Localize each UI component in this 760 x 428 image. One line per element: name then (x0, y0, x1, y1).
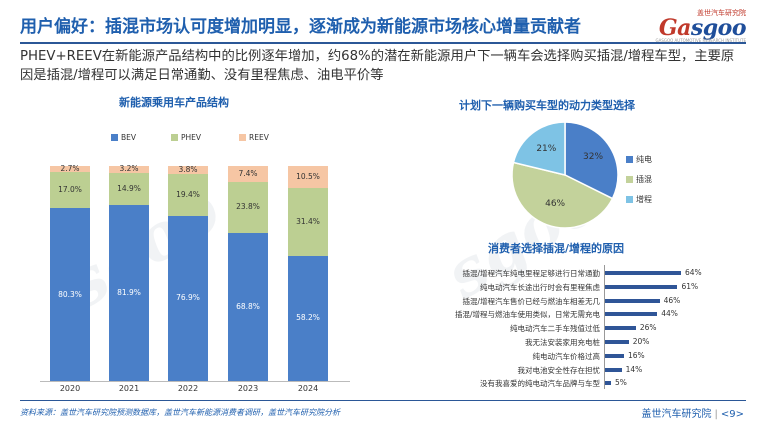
bar-label-phev-2020: 17.0% (58, 185, 82, 195)
x-tick-2024: 2024 (297, 384, 319, 393)
chart-title-powertrain: 计划下一辆购买车型的动力类型选择 (459, 99, 635, 112)
bar-reev-2022 (168, 165, 208, 174)
bar-label-phev-2021: 14.9% (117, 183, 141, 193)
x-tick-2023: 2023 (237, 384, 259, 393)
reason-value-9: 5% (614, 378, 627, 388)
reason-value-8: 14% (625, 364, 643, 374)
bar-phev-2020 (50, 171, 90, 209)
reason-bar-4 (605, 312, 658, 317)
bar-label-bev-2023: 68.8% (236, 302, 260, 312)
reason-value-2: 61% (681, 281, 699, 291)
reason-bar-2 (605, 284, 678, 289)
bar-reev-2023 (228, 166, 268, 182)
bar-label-phev-2022: 19.4% (176, 189, 200, 199)
page-number: <9> (720, 409, 744, 420)
bar-label-reev-2022: 3.8% (178, 164, 198, 174)
legend-reev: REEV (239, 133, 269, 142)
reasons-axis-line (604, 265, 605, 389)
bar-phev-2023 (228, 181, 268, 234)
bar-label-reev-2023: 7.4% (238, 168, 258, 178)
bar-reev-2020 (50, 166, 90, 172)
bar-label-phev-2023: 23.8% (236, 202, 260, 212)
pie-legend-reev: 增程 (626, 194, 652, 205)
pie-label-phev: 46% (545, 198, 566, 209)
bar-label-bev-2024: 58.2% (296, 313, 320, 323)
pie-legend-swatch-bev (626, 156, 633, 163)
x-tick-2021: 2021 (118, 384, 140, 393)
x-tick-2022: 2022 (177, 384, 199, 393)
legend-swatch-bev (111, 134, 118, 141)
bar-phev-2021 (109, 172, 149, 205)
reason-label-2: 纯电动汽车长途出行时会有里程焦虑 (480, 282, 600, 292)
legend-phev: PHEV (171, 133, 201, 142)
x-axis-line (40, 381, 350, 382)
reason-label-7: 纯电动汽车价格过高 (532, 351, 601, 361)
footer-divider (20, 400, 746, 401)
reason-bar-5 (605, 326, 636, 331)
logo-wordmark: Gasgoo (658, 15, 747, 41)
title-divider (20, 42, 746, 44)
reason-value-1: 64% (685, 268, 702, 277)
logo-subtext: GASGOO AUTOMOTIVE RESEARCH INSTITUTE (655, 38, 747, 43)
reason-value-4: 44% (661, 309, 678, 319)
bar-label-bev-2020: 80.3% (58, 289, 82, 299)
reason-label-6: 我无法安装家用充电桩 (525, 338, 600, 347)
bar-label-bev-2022: 76.9% (176, 293, 200, 303)
reason-label-5: 纯电动汽车二手车残值过低 (510, 324, 600, 334)
pie-slice-bev (564, 121, 619, 200)
pie-chart (511, 121, 619, 229)
source-note: 资料来源：盖世汽车研究院预测数据库，盖世汽车新能源消费者调研，盖世汽车研究院分析 (20, 408, 340, 417)
logo-cn-text: 盖世汽车研究院 (697, 9, 746, 17)
bar-bev-2020 (50, 208, 90, 381)
pie-legend-swatch-phev (626, 176, 633, 183)
pie-legend-swatch-reev (626, 196, 633, 203)
reason-value-3: 46% (663, 295, 681, 305)
pie-slice-reev (512, 121, 566, 176)
reason-bar-3 (605, 298, 660, 303)
bar-phev-2022 (168, 173, 208, 216)
pie-label-bev: 32% (583, 152, 604, 163)
gasgoo-logo: 盖世汽车研究院 Gasgoo GASGOO AUTOMOTIVE RESEARC… (636, 8, 747, 43)
reason-label-3: 插混/增程汽车售价已经与燃油车相差无几 (462, 296, 600, 306)
x-tick-2020: 2020 (59, 384, 81, 393)
legend-bev: BEV (111, 133, 136, 142)
reason-value-7: 16% (628, 350, 645, 360)
reason-bar-1 (605, 271, 681, 275)
bar-reev-2024 (288, 165, 328, 189)
bar-label-reev-2024: 10.5% (296, 172, 320, 182)
bar-phev-2024 (288, 188, 328, 256)
reason-label-1: 插混/增程汽车纯电里程足够进行日常通勤 (462, 269, 600, 278)
reason-bar-6 (605, 340, 629, 344)
bar-bev-2023 (228, 233, 268, 381)
reason-bar-8 (605, 367, 622, 372)
chart-title-reasons: 消费者选择插混/增程的原因 (488, 242, 625, 255)
bar-bev-2022 (168, 215, 208, 381)
page-title: 用户偏好：插混市场认可度增加明显，逐渐成为新能源市场核心增量贡献者 (20, 17, 581, 37)
bar-label-phev-2024: 31.4% (296, 217, 320, 227)
reason-value-6: 20% (632, 337, 650, 346)
reason-bar-7 (605, 353, 624, 358)
bar-label-reev-2021: 3.2% (119, 164, 139, 174)
reason-value-5: 26% (639, 323, 657, 333)
pie-label-reev: 21% (536, 144, 557, 154)
reason-label-8: 我对电池安全性存在担忧 (517, 365, 601, 375)
reason-bar-9 (605, 381, 611, 386)
bar-label-reev-2020: 2.7% (60, 163, 80, 173)
reason-label-4: 插混/增程与燃油车使用类似，日常无需充电 (454, 310, 600, 320)
bar-label-bev-2021: 81.9% (117, 287, 141, 297)
bar-bev-2024 (288, 255, 328, 381)
chart-title-structure: 新能源乘用车产品结构 (119, 96, 229, 109)
bar-reev-2021 (109, 166, 149, 173)
bar-bev-2021 (109, 204, 149, 381)
summary-text: PHEV+REEV在新能源产品结构中的比例逐年增加，约68%的潜在新能源用户下一… (20, 49, 735, 83)
pie-legend-phev: 插混 (626, 174, 652, 185)
legend-swatch-reev (239, 134, 246, 141)
reason-label-9: 没有我喜爱的纯电动汽车品牌与车型 (480, 379, 600, 389)
footer-brand: 盖世汽车研究院 | <9> (641, 409, 745, 420)
pie-legend-bev: 纯电 (626, 154, 652, 165)
legend-swatch-phev (171, 134, 178, 141)
pie-slice-phev (511, 161, 614, 229)
